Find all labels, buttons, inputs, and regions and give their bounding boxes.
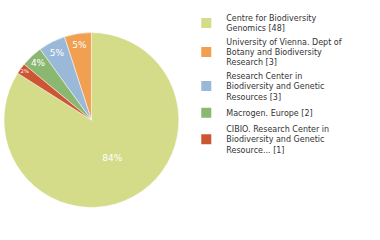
svg-text:5%: 5% [50,48,65,58]
svg-text:Macrogen. Europe [2]: Macrogen. Europe [2] [226,109,312,118]
svg-text:Centre for BiodiversityGenomic: Centre for BiodiversityGenomics [48] [226,14,316,33]
svg-text:Research Center inBiodiversity: Research Center inBiodiversity and Genet… [226,72,324,102]
svg-text:4%: 4% [31,58,46,68]
svg-text:University of Vienna. Dept ofB: University of Vienna. Dept ofBotany and … [226,38,341,68]
svg-text:84%: 84% [102,153,122,163]
svg-text:2%: 2% [21,68,29,74]
svg-text:5%: 5% [72,40,87,50]
svg-text:CIBIO. Research Center inBiodi: CIBIO. Research Center inBiodiversity an… [226,125,329,155]
